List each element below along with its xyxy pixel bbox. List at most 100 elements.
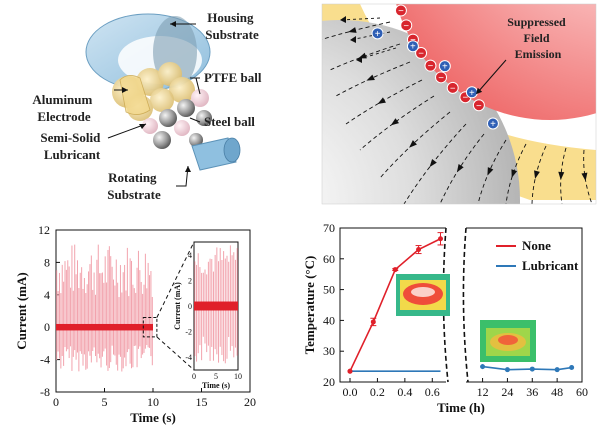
x-tick-label: 20 [244,395,256,409]
inset-x-tick-label: 0 [192,372,196,381]
y-tick-label: 8 [44,255,50,269]
positive-charge: + [406,40,419,53]
field-arrow [356,56,362,63]
negative-charge: − [392,0,403,2]
svg-text:−: − [394,0,400,2]
x-tick-label: 60 [576,385,588,399]
inset-x-tick-label: 5 [214,372,218,381]
series-none-point [438,236,444,242]
negative-charge: − [400,19,413,32]
inset-y-tick-label: -4 [185,353,192,362]
steel-ball-surface [322,20,520,204]
x-tick-label: 0.0 [343,385,358,399]
y-tick-label: 40 [323,313,335,327]
field-line [505,143,527,204]
label-rotating-substrate: Rotating Substrate [107,170,161,202]
field-arrow [581,172,588,181]
field-arrow [390,118,399,126]
x-tick-label: 15 [196,395,208,409]
field-emission-diagram: −−−−−−−−−−−−+++++ Suppressed Field Emiss… [321,0,597,205]
axis-break-line [462,227,469,383]
temp-legend: None Lubricant [496,238,579,273]
field-arrow [340,16,346,23]
field-line [359,95,435,151]
thermal-image-none [396,274,450,316]
inset-x-tick-label: 10 [234,372,242,381]
inset-y-tick-label: 4 [188,251,192,260]
field-line [355,47,397,61]
field-arrow [429,159,437,168]
balls-graphic [142,89,212,149]
series-none-point [392,267,398,273]
field-line [583,149,593,204]
svg-text:+: + [410,42,416,53]
x-tick-label: 0.2 [370,385,385,399]
aluminum-electrode-graphic [119,75,151,115]
y-tick-label: -4 [40,353,50,367]
field-arrow [456,164,464,173]
series-lubricant-point [569,365,575,371]
series-lubricant-point [554,367,560,373]
y-tick-label: 70 [323,221,335,235]
y-tick-label: 0 [44,320,50,334]
suppressed-field-emission-label: Suppressed Field Emission [507,15,568,61]
axis-break-gap [446,227,466,383]
inset-y-tick-label: -2 [185,328,192,337]
y-tick-label: 20 [323,375,335,389]
zoom-box [142,316,158,338]
svg-text:−: − [428,61,434,72]
series-lubricant-point [504,367,510,373]
temp-x-axis-label: Time (h) [437,400,485,415]
negative-charge: − [424,59,437,72]
field-arrow [377,97,386,105]
x-tick-label: 0.4 [397,385,412,399]
field-arrow [409,140,417,148]
zoom-connector [156,241,195,318]
svg-text:−: − [463,93,469,104]
field-line [329,43,401,71]
inset-x-axis-label: Time (s) [202,381,230,390]
svg-text:−: − [418,49,424,60]
current-x-axis-label: Time (s) [130,410,176,425]
svg-text:−: − [450,83,456,94]
current-y-axis-label: Current (mA) [14,272,29,349]
field-arrow [534,170,540,179]
svg-text:−: − [398,6,404,17]
negative-charge: − [446,81,459,94]
positive-charge: + [438,60,451,73]
series-none-point [416,247,422,253]
y-tick-label: -8 [40,385,50,399]
x-tick-label: 0 [53,395,59,409]
field-arrow [511,169,518,178]
positive-charge: + [371,27,384,40]
legend-label: Lubricant [522,258,579,273]
series-lubricant-point [480,364,486,370]
field-line [345,79,423,125]
label-housing-substrate: Housing Substrate [205,10,259,42]
x-tick-label: 10 [147,395,159,409]
inset-y-axis-label: Current (mA) [173,282,182,330]
label-semi-solid-lubricant: Semi-Solid Lubricant [40,130,103,162]
field-line [339,17,381,21]
negative-charge: − [394,4,407,17]
zoom-connector [156,336,195,371]
x-tick-label: 0.6 [425,385,440,399]
field-arrow [348,27,357,33]
y-tick-label: 12 [38,223,50,237]
negative-charge: − [435,71,448,84]
thermal-image-lubricant [480,320,536,362]
negative-charge: − [472,99,485,112]
y-tick-label: 60 [323,252,335,266]
legend-label: None [522,238,551,253]
x-tick-label: 48 [551,385,563,399]
inset-y-tick-label: 0 [188,302,192,311]
inset-signal [194,245,238,364]
x-tick-label: 24 [501,385,513,399]
svg-text:+: + [442,62,448,73]
inset-y-tick-label: 2 [188,276,192,285]
svg-text:−: − [403,21,409,32]
lubricant-layer [322,4,596,200]
series-lubricant-point [529,366,535,372]
negative-charge: − [415,47,428,60]
